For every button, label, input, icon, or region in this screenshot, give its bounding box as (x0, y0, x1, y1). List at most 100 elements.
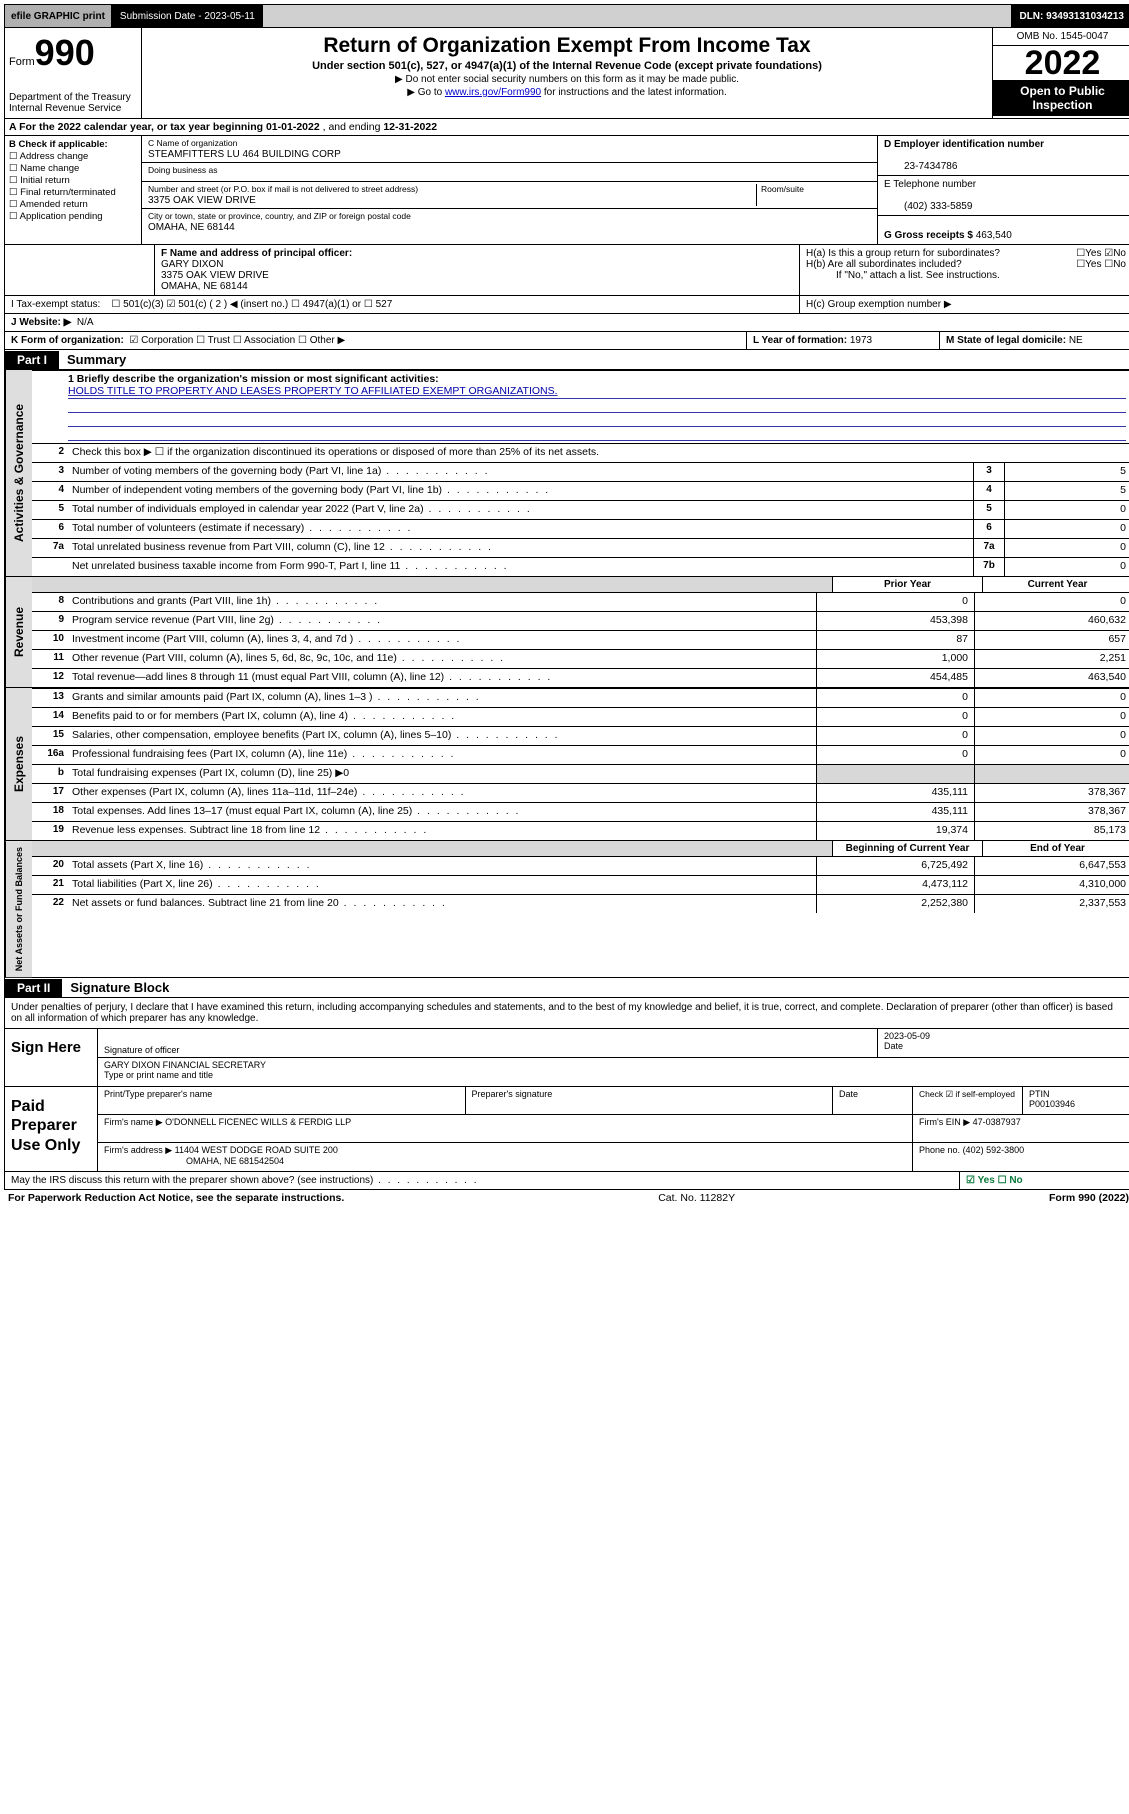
b-header: B Check if applicable: (9, 139, 108, 150)
sig-typed-label: Type or print name and title (104, 1070, 213, 1080)
prep-name-label: Print/Type preparer's name (104, 1089, 212, 1099)
rev-line-12: 12Total revenue—add lines 8 through 11 (… (32, 668, 1129, 687)
gov-line-7b: Net unrelated business taxable income fr… (32, 557, 1129, 576)
cell-dba: Doing business as (142, 163, 877, 182)
firm-phone-label: Phone no. (919, 1145, 960, 1155)
net-line-22: 22Net assets or fund balances. Subtract … (32, 894, 1129, 913)
col-beginning-year: Beginning of Current Year (832, 841, 982, 856)
section-bcdeg: B Check if applicable: Address change Na… (4, 136, 1129, 244)
cell-address: Number and street (or P.O. box if mail i… (142, 182, 877, 209)
row-may-discuss: May the IRS discuss this return with the… (4, 1172, 1129, 1190)
may-discuss-answer[interactable]: ☑ Yes ☐ No (959, 1172, 1129, 1189)
irs-link[interactable]: www.irs.gov/Form990 (445, 87, 541, 98)
part2-tag: Part II (5, 979, 62, 997)
note2-suffix: for instructions and the latest informat… (541, 87, 727, 98)
part1-tag: Part I (5, 351, 59, 369)
page-footer: For Paperwork Reduction Act Notice, see … (4, 1190, 1129, 1206)
header-note-2: ▶ Go to www.irs.gov/Form990 for instruct… (150, 87, 984, 98)
block-revenue: Revenue Prior Year Current Year 8Contrib… (4, 577, 1129, 688)
open-public-badge: Open to Public Inspection (993, 80, 1129, 116)
gross-value: 463,540 (976, 230, 1012, 241)
prep-name-cell[interactable]: Print/Type preparer's name (97, 1087, 465, 1115)
phone-label: E Telephone number (884, 179, 976, 190)
exp-line-13: 13Grants and similar amounts paid (Part … (32, 688, 1129, 707)
col-c-org-info: C Name of organization STEAMFITTERS LU 4… (142, 136, 877, 244)
col-h-group: H(a) Is this a group return for subordin… (799, 245, 1129, 295)
chk-application-pending[interactable]: Application pending (9, 211, 137, 222)
row-f-h: F Name and address of principal officer:… (4, 244, 1129, 296)
prep-selfemp-label: Check ☑ if self-employed (919, 1089, 1015, 1099)
m-label: M State of legal domicile: (946, 335, 1066, 346)
ein-label: D Employer identification number (884, 139, 1044, 150)
row-a-prefix: A For the 2022 calendar year, or tax yea… (9, 121, 266, 133)
col-prior-year: Prior Year (832, 577, 982, 592)
k-options[interactable]: ☑ Corporation ☐ Trust ☐ Association ☐ Ot… (129, 335, 345, 346)
chk-address-change[interactable]: Address change (9, 151, 137, 162)
line-2: 2 Check this box ▶ ☐ if the organization… (32, 443, 1129, 462)
paid-preparer-block: Paid Preparer Use Only Print/Type prepar… (4, 1087, 1129, 1172)
rev-line-11: 11Other revenue (Part VIII, column (A), … (32, 649, 1129, 668)
header-left: Form990 Department of the Treasury Inter… (5, 28, 142, 118)
l-cell: L Year of formation: 1973 (746, 332, 939, 349)
line-1-mission: 1 Briefly describe the organization's mi… (32, 370, 1129, 443)
f-addr1: 3375 OAK VIEW DRIVE (161, 270, 269, 281)
form-header: Form990 Department of the Treasury Inter… (4, 28, 1129, 119)
f-name: GARY DIXON (161, 259, 223, 270)
chk-name-change[interactable]: Name change (9, 163, 137, 174)
j-value: N/A (77, 317, 94, 328)
sign-here-block: Sign Here Signature of officer 2023-05-0… (4, 1029, 1129, 1087)
h-b-note: If "No," attach a list. See instructions… (806, 270, 1126, 281)
form-subtitle: Under section 501(c), 527, or 4947(a)(1)… (150, 60, 984, 72)
part1-header-row: Part I Summary (4, 350, 1129, 370)
gov-line-4: 4Number of independent voting members of… (32, 481, 1129, 500)
signature-declaration: Under penalties of perjury, I declare th… (4, 998, 1129, 1029)
exp-line-b: bTotal fundraising expenses (Part IX, co… (32, 764, 1129, 783)
dept-label: Department of the Treasury (9, 92, 137, 103)
part2-header-row: Part II Signature Block (4, 978, 1129, 998)
rev-line-10: 10Investment income (Part VIII, column (… (32, 630, 1129, 649)
i-label: I Tax-exempt status: (11, 299, 100, 310)
h-c-label: H(c) Group exemption number ▶ (806, 299, 952, 310)
mission-label: 1 Briefly describe the organization's mi… (68, 373, 439, 385)
prep-sig-cell[interactable]: Preparer's signature (465, 1087, 833, 1115)
sign-here-body: Signature of officer 2023-05-09 Date GAR… (97, 1029, 1129, 1086)
gross-label: G Gross receipts $ (884, 230, 973, 241)
i-options[interactable]: ☐ 501(c)(3) ☑ 501(c) ( 2 ) ◀ (insert no.… (111, 299, 392, 310)
j-cell: J Website: ▶ N/A (5, 314, 1129, 331)
revenue-col-header: Prior Year Current Year (32, 577, 1129, 592)
cell-gross: G Gross receipts $ 463,540 (878, 216, 1129, 244)
chk-amended-return[interactable]: Amended return (9, 199, 137, 210)
m-cell: M State of legal domicile: NE (939, 332, 1129, 349)
firm-ein-value: 47-0387937 (973, 1117, 1021, 1127)
addr-value: 3375 OAK VIEW DRIVE (148, 195, 256, 206)
chk-final-return[interactable]: Final return/terminated (9, 187, 137, 198)
h-b-answer[interactable]: ☐Yes ☐No (1076, 259, 1126, 270)
efile-label[interactable]: efile GRAPHIC print (5, 5, 112, 27)
revenue-body: Prior Year Current Year 8Contributions a… (32, 577, 1129, 687)
firm-addr2: OMAHA, NE 681542504 (104, 1156, 284, 1166)
chk-initial-return[interactable]: Initial return (9, 175, 137, 186)
part1-title: Summary (59, 350, 134, 369)
mission-blank-2 (68, 413, 1126, 427)
prep-date-label: Date (839, 1089, 858, 1099)
cell-city: City or town, state or province, country… (142, 209, 877, 235)
footer-cat: Cat. No. 11282Y (344, 1192, 1049, 1204)
sig-date-label: Date (884, 1041, 903, 1051)
exp-line-15: 15Salaries, other compensation, employee… (32, 726, 1129, 745)
prep-selfemp-cell[interactable]: Check ☑ if self-employed (912, 1087, 1022, 1115)
sig-date-value: 2023-05-09 (884, 1031, 930, 1041)
exp-line-19: 19Revenue less expenses. Subtract line 1… (32, 821, 1129, 840)
sig-typed-value: GARY DIXON FINANCIAL SECRETARY (104, 1060, 266, 1070)
submission-date: Submission Date - 2023-05-11 (112, 5, 263, 27)
gov-line-6: 6Total number of volunteers (estimate if… (32, 519, 1129, 538)
col-b-checkboxes: B Check if applicable: Address change Na… (5, 136, 142, 244)
sig-officer-cell[interactable]: Signature of officer (97, 1029, 877, 1058)
row-klm: K Form of organization: ☑ Corporation ☐ … (4, 332, 1129, 350)
paid-preparer-body: Print/Type preparer's name Preparer's si… (97, 1087, 1129, 1171)
dba-label: Doing business as (148, 165, 217, 175)
form-number: 990 (35, 32, 95, 73)
h-b-label: H(b) Are all subordinates included? (806, 259, 962, 270)
top-bar: efile GRAPHIC print Submission Date - 20… (4, 4, 1129, 28)
row-a-end: 12-31-2022 (383, 121, 437, 133)
h-a-answer[interactable]: ☐Yes ☑No (1076, 248, 1126, 259)
